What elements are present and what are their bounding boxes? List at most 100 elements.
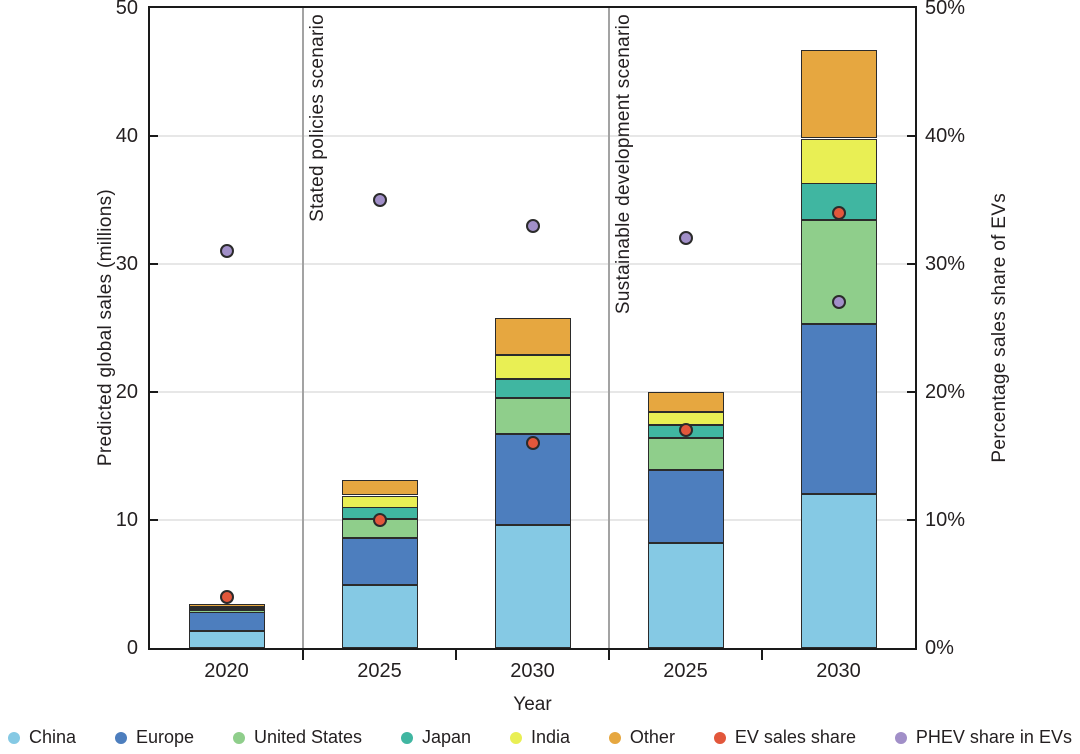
left-tick-mark <box>150 135 158 137</box>
scenario-divider <box>608 8 610 648</box>
x-category-label: 2030 <box>816 660 861 682</box>
right-tick-mark <box>907 391 915 393</box>
ev-sales-share-point <box>526 436 540 450</box>
gridline-30 <box>150 263 915 265</box>
plot-area <box>148 6 917 650</box>
bar-segment-japan <box>495 379 571 398</box>
legend-dot-icon <box>400 731 413 744</box>
legend-dot-icon <box>114 731 127 744</box>
ev-sales-share-point <box>220 590 234 604</box>
x-category-label: 2030 <box>510 660 555 682</box>
legend-label: EV sales share <box>734 727 856 747</box>
bar-segment-india <box>189 607 265 609</box>
right-axis-label-box: Percentage sales share of EVs <box>986 8 1014 648</box>
left-axis-title: Predicted global sales (millions) <box>95 189 116 467</box>
legend-item-europe: Europe <box>114 727 195 748</box>
gridline-40 <box>150 135 915 137</box>
legend-dot-icon <box>713 731 726 744</box>
legend-label: Other <box>629 727 675 747</box>
bar-segment-other <box>495 318 571 355</box>
bar-segment-europe <box>342 538 418 585</box>
legend-label: United States <box>253 727 363 747</box>
bar-segment-other <box>648 392 724 412</box>
legend-dot-icon <box>608 731 621 744</box>
legend-item-other: Other <box>608 727 675 748</box>
bar-segment-united-states <box>648 438 724 470</box>
legend-item-united-states: United States <box>232 727 363 748</box>
right-tick-label-30%: 30% <box>925 253 966 275</box>
phev-share-in-evs-point <box>679 231 693 245</box>
right-tick-mark <box>907 519 915 521</box>
bar-segment-china <box>189 631 265 648</box>
right-tick-mark <box>907 135 915 137</box>
legend-dot-icon <box>509 731 522 744</box>
legend-item-china: China <box>8 727 76 748</box>
right-tick-label-40%: 40% <box>925 125 966 147</box>
bar-segment-other <box>189 604 265 607</box>
right-tick-mark <box>907 263 915 265</box>
left-tick-label-20: 20 <box>115 381 138 403</box>
legend-dot-icon <box>232 731 245 744</box>
bar-segment-united-states <box>495 398 571 434</box>
left-tick-label-10: 10 <box>115 509 138 531</box>
right-tick-label-10%: 10% <box>925 509 966 531</box>
legend-item-phev-share-in-evs: PHEV share in EVs <box>894 727 1072 748</box>
legend-label: China <box>29 727 77 747</box>
bar-segment-china <box>495 525 571 648</box>
bar-segment-europe <box>801 324 877 494</box>
bar-segment-india <box>342 496 418 508</box>
ev-sales-share-point <box>373 513 387 527</box>
x-tick-mark <box>608 648 610 660</box>
phev-share-in-evs-point <box>220 244 234 258</box>
bar-segment-united-states <box>801 220 877 324</box>
phev-share-in-evs-point <box>526 219 540 233</box>
phev-share-in-evs-point <box>373 193 387 207</box>
left-tick-label-30: 30 <box>115 253 138 275</box>
x-tick-mark <box>455 648 457 660</box>
bar-segment-china <box>342 585 418 648</box>
x-category-label: 2025 <box>357 660 402 682</box>
x-axis-title: Year <box>513 694 552 715</box>
left-tick-mark <box>150 263 158 265</box>
bar-segment-other <box>801 50 877 138</box>
legend-item-ev-sales-share: EV sales share <box>713 727 856 748</box>
bar-segment-china <box>801 494 877 648</box>
x-category-label: 2025 <box>663 660 708 682</box>
legend-item-india: India <box>509 727 570 748</box>
phev-share-in-evs-point <box>832 295 846 309</box>
legend-dot-icon <box>894 731 907 744</box>
legend-dot-icon <box>8 731 20 744</box>
ev-sales-share-point <box>832 206 846 220</box>
bar-segment-india <box>801 139 877 184</box>
legend-item-japan: Japan <box>400 727 471 748</box>
x-tick-mark <box>302 648 304 660</box>
bar-segment-china <box>648 543 724 648</box>
legend-label: PHEV share in EVs <box>915 727 1072 747</box>
bar-segment-india <box>495 355 571 379</box>
scenario-divider <box>302 8 304 648</box>
bar-segment-united-states <box>189 610 265 613</box>
right-tick-label-50%: 50% <box>925 0 966 19</box>
left-tick-label-40: 40 <box>115 125 138 147</box>
left-axis-label-box: Predicted global sales (millions) <box>92 8 120 648</box>
legend: China Europe United States Japan India Other E… <box>0 727 1080 748</box>
bar-segment-europe <box>189 612 265 631</box>
x-tick-mark <box>761 648 763 660</box>
bar-segment-other <box>342 480 418 495</box>
ev-sales-share-point <box>679 423 693 437</box>
right-tick-label-0%: 0% <box>925 637 954 659</box>
right-tick-label-20%: 20% <box>925 381 966 403</box>
left-tick-label-50: 50 <box>115 0 138 19</box>
left-tick-mark <box>150 519 158 521</box>
legend-label: India <box>530 727 570 747</box>
legend-label: Japan <box>421 727 471 747</box>
left-tick-label-0: 0 <box>126 637 138 659</box>
scenario-label: Sustainable development scenario <box>613 14 634 315</box>
left-tick-mark <box>150 391 158 393</box>
legend-label: Europe <box>135 727 195 747</box>
bar-segment-europe <box>648 470 724 543</box>
right-axis-title: Percentage sales share of EVs <box>989 193 1010 463</box>
x-category-label: 2020 <box>204 660 249 682</box>
scenario-label: Stated policies scenario <box>307 14 328 222</box>
